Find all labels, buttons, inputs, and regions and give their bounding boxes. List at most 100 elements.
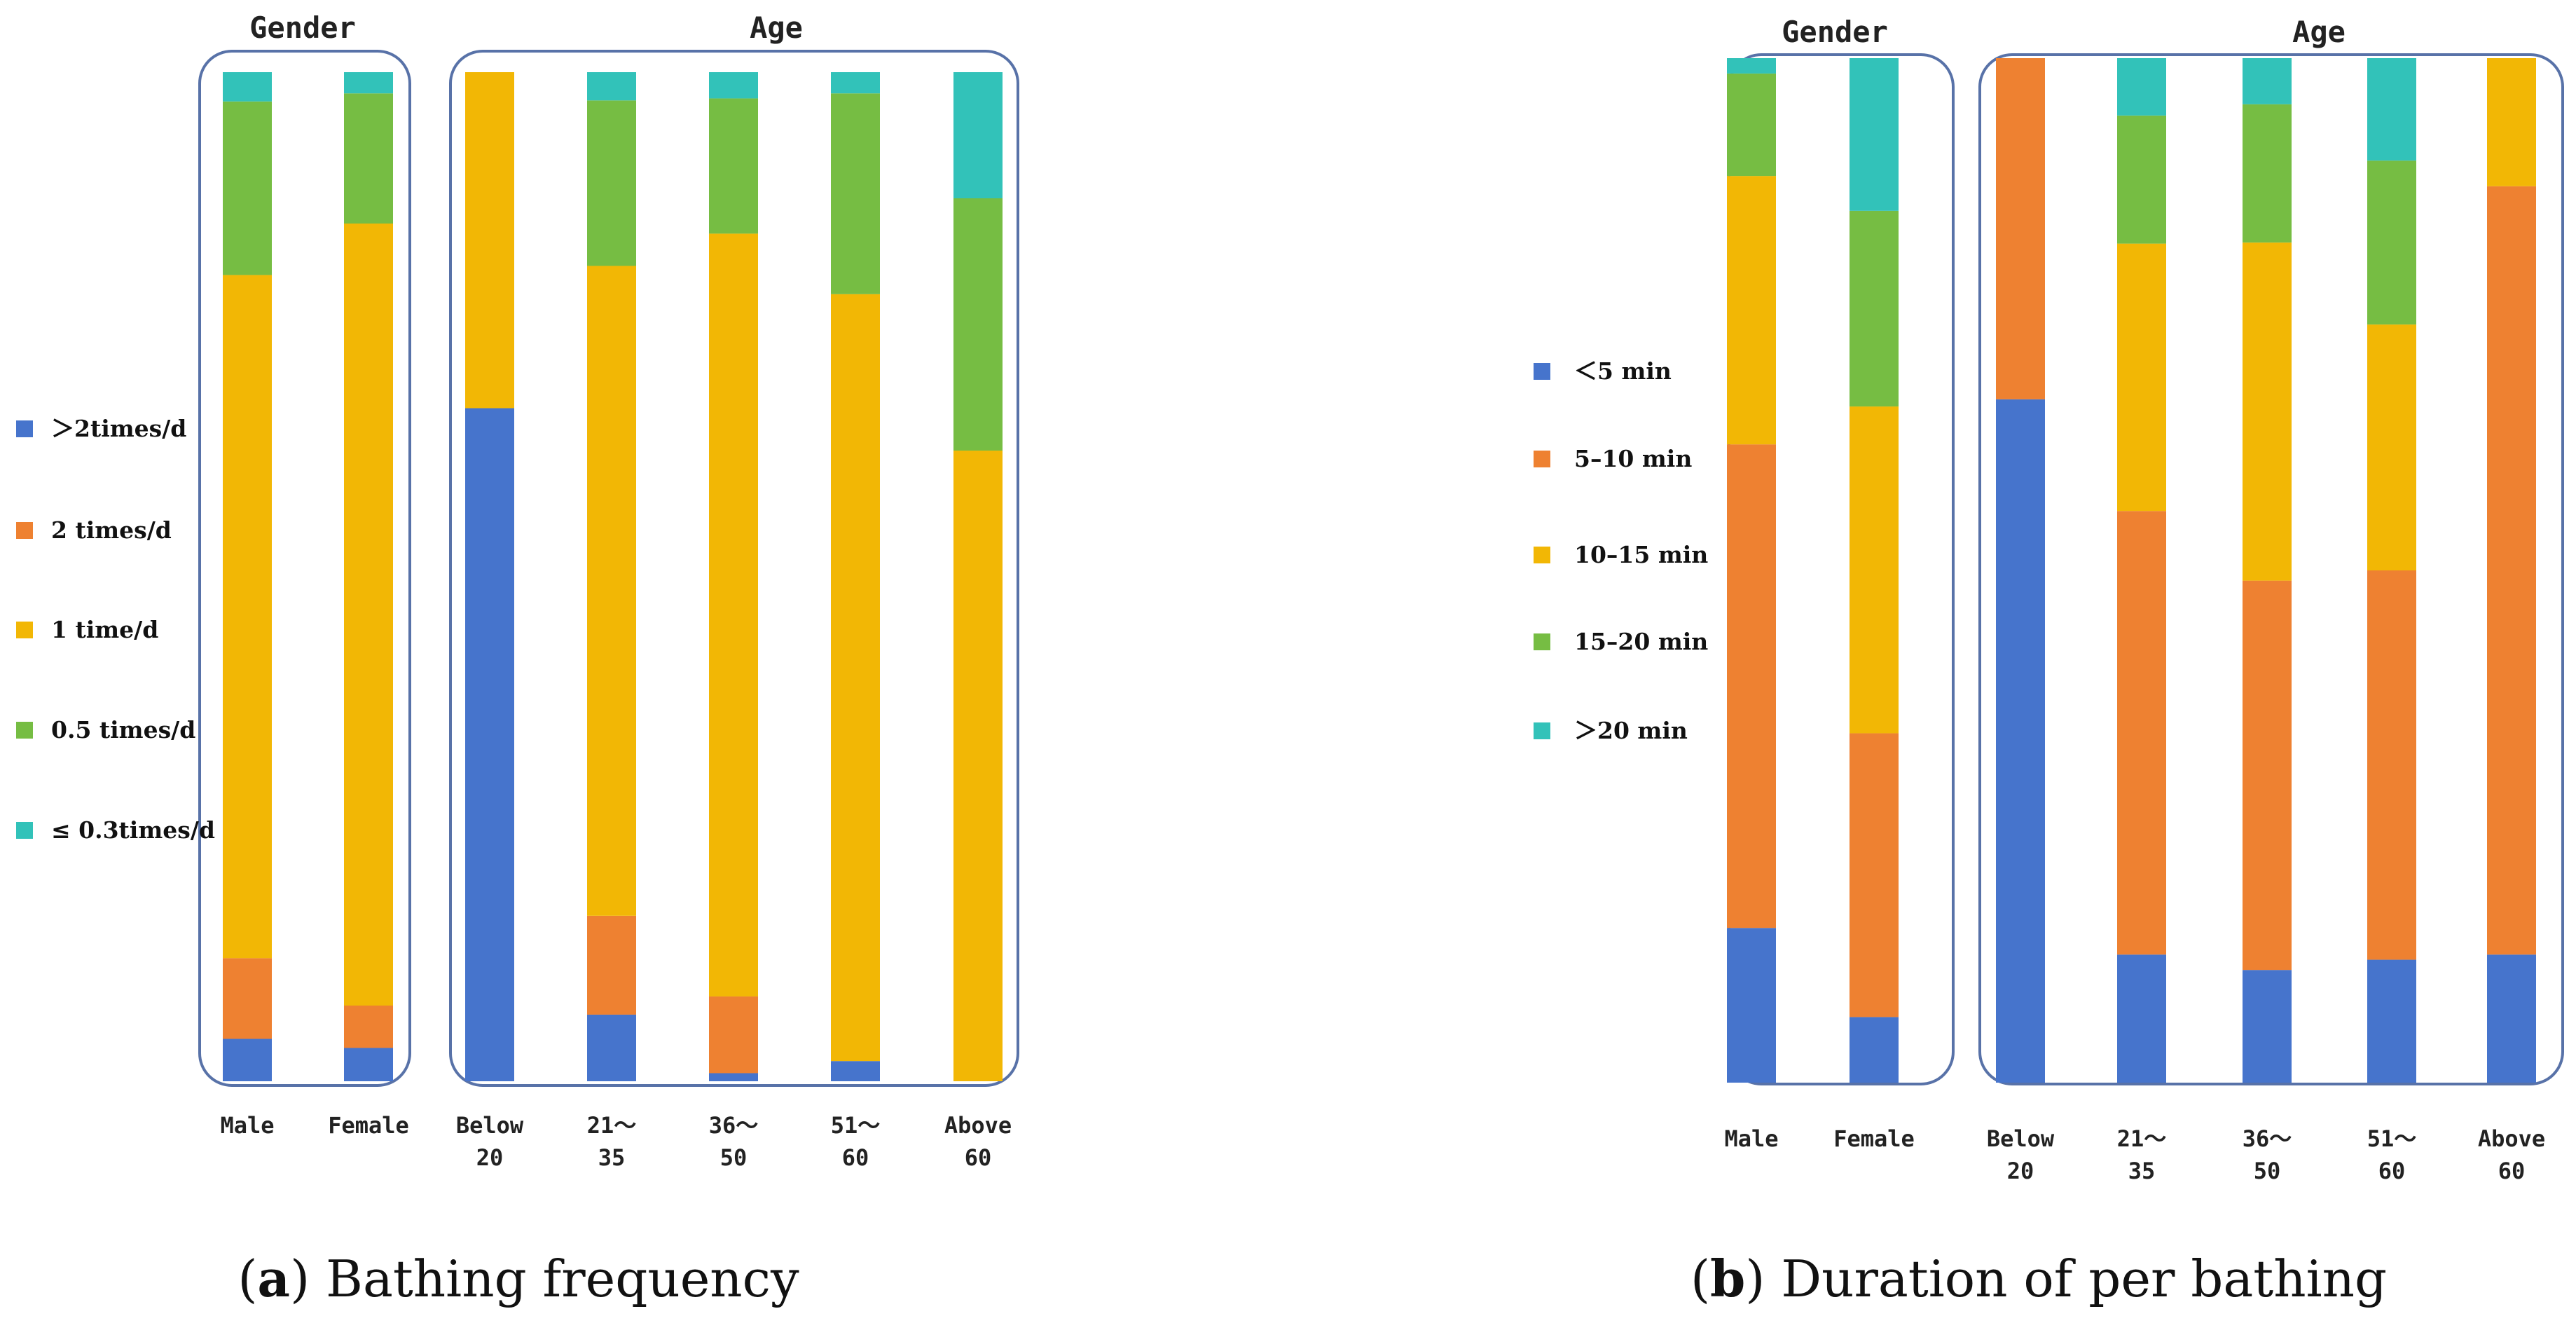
tick-label: 60 — [842, 1144, 869, 1171]
bar-segment-1-series-2 — [1727, 444, 1776, 928]
tick-label: 51～ — [831, 1112, 881, 1139]
bar-segment-6-series-2 — [2367, 570, 2416, 960]
legend-swatch — [1534, 722, 1550, 739]
bar-segment-1-series-3 — [223, 275, 272, 959]
bar-segment-2-series-3 — [344, 224, 393, 1006]
bar-segment-4-series-3 — [2117, 243, 2166, 512]
bar-segment-2-series-2 — [344, 1006, 393, 1048]
tick-label: 50 — [2254, 1158, 2281, 1184]
legend-label: ＞2times/d — [51, 415, 186, 442]
bar-segment-1-series-2 — [223, 958, 272, 1039]
bar-segment-2-series-4 — [344, 93, 393, 224]
tick-label: 36～ — [2243, 1125, 2292, 1152]
bar-segment-5-series-5 — [709, 72, 758, 99]
bar-segment-3-series-2 — [1996, 58, 2045, 399]
legend-label: ＜5 min — [1574, 357, 1672, 385]
bar-segment-6-series-4 — [2367, 160, 2416, 325]
legend-swatch — [16, 522, 33, 539]
bar-segment-4-series-5 — [2117, 58, 2166, 116]
bar-segment-3-series-1 — [1996, 399, 2045, 1083]
bar-segment-5-series-5 — [2243, 58, 2292, 104]
bar-segment-1-series-5 — [223, 72, 272, 102]
bar-segment-4-series-4 — [2117, 115, 2166, 244]
bar-segment-7-series-2 — [2487, 186, 2536, 955]
bar-segment-4-series-1 — [2117, 954, 2166, 1083]
bar-segment-7-series-4 — [953, 198, 1003, 451]
legend-label: 0.5 times/d — [51, 716, 195, 743]
bar-segment-2-series-2 — [1850, 733, 1899, 1017]
bar-segment-2-series-3 — [1850, 406, 1899, 734]
tick-label: 35 — [598, 1144, 626, 1171]
bar-segment-2-series-1 — [344, 1048, 393, 1081]
bar-segment-7-series-3 — [953, 451, 1003, 1081]
bar-segment-1-series-1 — [223, 1038, 272, 1081]
tick-label: Male — [1724, 1125, 1778, 1152]
legend-swatch — [16, 822, 33, 839]
group-title-age: Age — [750, 11, 803, 45]
tick-label: 50 — [720, 1144, 748, 1171]
tick-label: 60 — [965, 1144, 992, 1171]
bar-segment-7-series-1 — [2487, 954, 2536, 1083]
tick-label: Below — [1987, 1125, 2055, 1152]
tick-label: 60 — [2378, 1158, 2406, 1184]
bar-segment-4-series-1 — [587, 1014, 636, 1081]
legend-label: 1 time/d — [51, 616, 158, 643]
bar-segment-5-series-2 — [2243, 580, 2292, 971]
figure-caption: (a) Bathing frequency — [237, 1249, 799, 1308]
legend-label: 15–20 min — [1574, 628, 1708, 655]
tick-label: 20 — [476, 1144, 504, 1171]
bar-segment-1-series-5 — [1727, 58, 1776, 74]
bar-segment-4-series-2 — [2117, 511, 2166, 955]
legend-swatch — [16, 622, 33, 638]
bar-segment-5-series-1 — [709, 1073, 758, 1081]
bar-segment-5-series-4 — [709, 98, 758, 234]
bar-segment-2-series-4 — [1850, 210, 1899, 407]
bar-segment-7-series-3 — [2487, 58, 2536, 186]
tick-label: 21～ — [2117, 1125, 2167, 1152]
group-title-gender: Gender — [249, 11, 356, 45]
legend-label: 2 times/d — [51, 516, 172, 544]
bar-segment-5-series-4 — [2243, 104, 2292, 243]
bar-segment-2-series-5 — [344, 72, 393, 94]
tick-label: Below — [456, 1112, 524, 1139]
bar-segment-6-series-5 — [831, 72, 880, 94]
tick-label: Male — [220, 1112, 274, 1139]
group-frame-gender — [198, 50, 411, 1087]
group-title-age: Age — [2292, 15, 2346, 49]
bar-segment-4-series-3 — [587, 266, 636, 916]
bar-segment-4-series-4 — [587, 100, 636, 266]
bar-segment-7-series-5 — [953, 72, 1003, 198]
bar-segment-5-series-2 — [709, 996, 758, 1074]
figure-caption: (b) Duration of per bathing — [1690, 1249, 2387, 1308]
tick-label: Above — [944, 1112, 1012, 1139]
bar-segment-6-series-3 — [2367, 324, 2416, 570]
bar-segment-6-series-4 — [831, 93, 880, 294]
legend-swatch — [1534, 363, 1550, 380]
bar-segment-3-series-1 — [465, 408, 514, 1081]
bar-segment-5-series-3 — [709, 233, 758, 997]
legend-label: ＞20 min — [1574, 717, 1688, 744]
legend-label: 5–10 min — [1574, 445, 1692, 472]
legend-swatch — [16, 420, 33, 437]
bar-segment-5-series-3 — [2243, 242, 2292, 581]
bar-segment-6-series-3 — [831, 294, 880, 1062]
bar-segment-1-series-1 — [1727, 928, 1776, 1083]
chart-bathing-frequency: Gender Age Male Female Below 20 21～ 35 36～ 50 51～ 6… — [16, 11, 1019, 1308]
tick-label: 35 — [2128, 1158, 2156, 1184]
bar-segment-1-series-4 — [1727, 73, 1776, 177]
bar-segment-6-series-1 — [831, 1061, 880, 1081]
legend-label: 10–15 min — [1574, 541, 1708, 568]
legend-swatch — [1534, 451, 1550, 467]
group-title-gender: Gender — [1782, 15, 1888, 49]
legend-swatch — [1534, 633, 1550, 650]
tick-label: 60 — [2498, 1158, 2526, 1184]
chart-bathing-duration: Gender Age Male Female Below 20 21～ 35 36～ 50 51～ 6… — [1534, 15, 2564, 1308]
bar-segment-1-series-4 — [223, 101, 272, 275]
legend-swatch — [16, 722, 33, 739]
legend-label: ≤ 0.3times/d — [51, 816, 215, 844]
tick-label: 20 — [2007, 1158, 2034, 1184]
bar-segment-6-series-5 — [2367, 58, 2416, 161]
group-frame-age — [1978, 53, 2564, 1085]
tick-label: Female — [328, 1112, 409, 1139]
tick-label: Female — [1833, 1125, 1915, 1152]
